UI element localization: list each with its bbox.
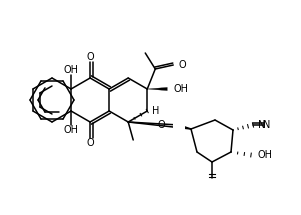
Text: O: O	[86, 138, 94, 148]
Polygon shape	[147, 88, 167, 91]
Text: N: N	[258, 120, 265, 130]
Text: OH: OH	[257, 150, 272, 160]
Text: H: H	[174, 119, 181, 129]
Text: N: N	[263, 120, 271, 130]
Text: O: O	[175, 120, 183, 130]
Text: H: H	[152, 106, 160, 116]
Bar	[173, 119, 185, 131]
Text: OH: OH	[173, 84, 188, 94]
Text: OH: OH	[64, 125, 79, 135]
Text: OH: OH	[64, 65, 79, 75]
Text: O: O	[178, 60, 186, 70]
Text: O: O	[86, 52, 94, 62]
Text: O: O	[158, 120, 166, 131]
